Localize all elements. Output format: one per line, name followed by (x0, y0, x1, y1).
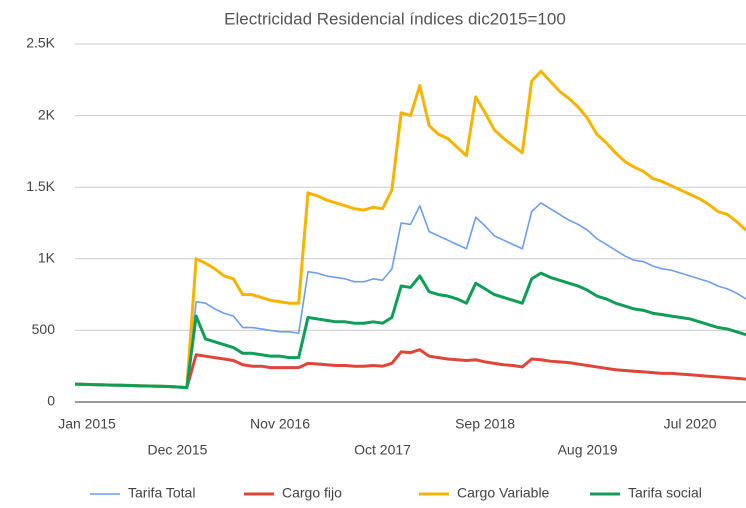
y-tick-label: 2.5K (26, 35, 55, 51)
legend-item: Tarifa Total (90, 485, 195, 501)
legend-item: Cargo Variable (419, 485, 550, 501)
y-tick-label: 0 (47, 393, 55, 409)
legend-item: Tarifa social (590, 485, 702, 501)
legend-label: Cargo Variable (457, 485, 550, 501)
x-tick-label: Aug 2019 (558, 442, 618, 458)
legend-label: Cargo fijo (282, 485, 342, 501)
series-line (74, 202, 746, 389)
legend-label: Tarifa social (628, 485, 702, 501)
chart-title: Electricidad Residencial índices dic2015… (224, 9, 566, 28)
x-tick-label: Jul 2020 (664, 416, 717, 432)
y-tick-label: 1.5K (26, 178, 55, 194)
series-line (74, 348, 746, 390)
y-tick-label: 500 (32, 321, 56, 337)
x-tick-label: Jan 2015 (58, 416, 116, 432)
x-tick-label: Nov 2016 (250, 416, 310, 432)
y-tick-label: 1K (38, 250, 56, 266)
x-tick-label: Dec 2015 (148, 442, 208, 458)
x-tick-label: Oct 2017 (354, 442, 411, 458)
legend-label: Tarifa Total (128, 485, 195, 501)
series-line (74, 69, 746, 390)
x-tick-label: Sep 2018 (455, 416, 515, 432)
series-line (74, 271, 746, 390)
legend-item: Cargo fijo (244, 485, 342, 501)
y-tick-label: 2K (38, 106, 56, 122)
